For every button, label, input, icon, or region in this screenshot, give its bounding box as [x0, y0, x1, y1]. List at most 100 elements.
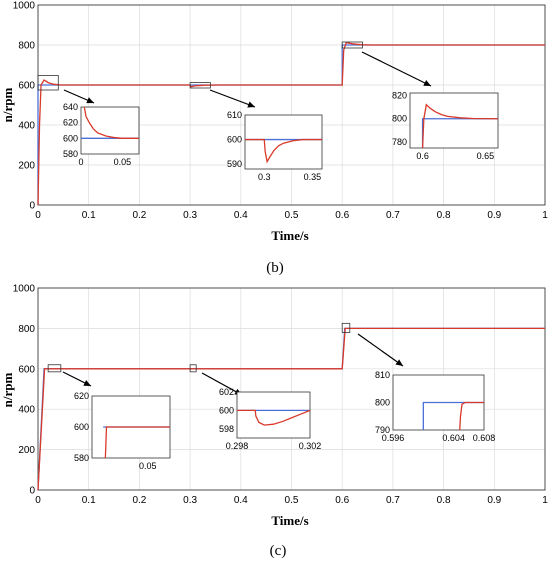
x-tick-label: 0.2	[132, 495, 146, 506]
inset-x-tick-label: 0.298	[226, 441, 249, 451]
inset-zoom-plot: 0.298 0.302 598 600 602	[219, 387, 321, 451]
x-tick-label: 0.9	[487, 495, 501, 506]
zoom-arrowhead	[86, 97, 94, 104]
x-tick-label: 0.7	[386, 495, 400, 506]
x-tick-label: 0.5	[285, 210, 299, 221]
inset-y-tick-label: 590	[227, 159, 242, 169]
inset-x-tick-label: 0.65	[477, 151, 495, 161]
panel-label: (b)	[266, 260, 284, 276]
inset-x-tick-label: 0.35	[304, 172, 322, 182]
y-tick-label: 400	[18, 405, 35, 416]
y-axis-label: n/rpm	[0, 87, 15, 122]
zoom-region-box	[37, 75, 59, 91]
inset-x-tick-label: 0.596	[382, 433, 405, 443]
y-tick-label: 0	[29, 201, 35, 212]
inset-y-tick-label: 780	[392, 137, 407, 147]
inset-y-tick-label: 610	[227, 110, 242, 120]
inset-x-tick-label: 0.604	[442, 433, 465, 443]
y-tick-label: 800	[18, 324, 35, 335]
inset-actual-line	[104, 426, 170, 458]
inset-y-tick-label: 602	[219, 387, 234, 397]
zoom-arrowhead	[395, 359, 403, 366]
inset-x-tick-label: 0.05	[139, 461, 157, 471]
inset-actual-line	[83, 107, 139, 139]
zoom-arrow	[209, 89, 256, 108]
inset-x-tick-label: 0.3	[258, 172, 271, 182]
x-tick-label: 0.4	[234, 210, 248, 221]
inset-y-tick-label: 640	[63, 102, 78, 112]
inset-y-tick-label: 600	[63, 133, 78, 143]
y-tick-label: 0	[29, 486, 35, 497]
y-axis-label: n/rpm	[0, 372, 15, 407]
x-tick-label: 0	[35, 495, 41, 506]
chart-1: 0 0.1 0.2 0.3 0.4 0.5 0.6 0.7 0.8 0.9 1 0 200 400 600 8…	[0, 284, 548, 560]
zoom-arrowhead	[247, 101, 255, 108]
inset-y-tick-label: 580	[63, 149, 78, 159]
inset-x-tick-label: 0	[78, 157, 83, 167]
zoom-arrow	[361, 51, 432, 87]
inset-y-tick-label: 620	[63, 118, 78, 128]
x-tick-label: 0.8	[437, 210, 451, 221]
y-tick-label: 1000	[13, 284, 36, 295]
x-tick-label: 0.1	[82, 210, 96, 221]
inset-x-tick-label: 0.05	[114, 157, 132, 167]
inset-y-tick-label: 600	[219, 405, 234, 415]
inset-y-tick-label: 790	[375, 425, 390, 435]
inset-y-tick-label: 620	[74, 391, 89, 401]
x-axis-label: Time/s	[271, 513, 308, 528]
y-tick-label: 800	[18, 41, 35, 52]
inset-y-tick-label: 600	[227, 135, 242, 145]
zoom-region-box	[47, 364, 62, 373]
x-tick-label: 0.1	[82, 495, 96, 506]
x-tick-label: 0.2	[132, 210, 146, 221]
x-axis-label: Time/s	[271, 228, 308, 243]
chart-0: 0 0.1 0.2 0.3 0.4 0.5 0.6 0.7 0.8 0.9 1 0 200 400 600 8…	[0, 1, 548, 277]
actual-speed-line	[37, 327, 545, 491]
y-tick-label: 400	[18, 121, 35, 132]
x-tick-label: 0.6	[335, 495, 349, 506]
inset-y-tick-label: 800	[392, 114, 407, 124]
x-tick-label: 0.5	[285, 495, 299, 506]
inset-zoom-plot: 0.596 0.604 0.608 790 800 810	[375, 370, 495, 443]
x-tick-label: 0.8	[437, 495, 451, 506]
inset-actual-line	[459, 401, 484, 430]
inset-y-tick-label: 800	[375, 398, 390, 408]
inset-x-tick-label: 0.6	[416, 151, 429, 161]
zoom-arrowhead	[423, 80, 431, 86]
y-tick-label: 1000	[13, 1, 36, 12]
zoom-arrowhead	[83, 380, 91, 386]
y-tick-label: 200	[18, 445, 35, 456]
inset-frame	[409, 92, 499, 149]
x-tick-label: 0	[35, 210, 41, 221]
inset-y-tick-label: 598	[219, 424, 234, 434]
inset-y-tick-label: 600	[74, 422, 89, 432]
y-tick-label: 600	[18, 81, 35, 92]
inset-actual-line	[237, 409, 310, 426]
x-tick-label: 0.3	[183, 495, 197, 506]
zoom-region-box	[341, 322, 351, 333]
inset-frame	[80, 106, 140, 155]
inset-actual-line	[245, 138, 322, 164]
x-tick-label: 1	[542, 495, 548, 506]
inset-x-tick-label: 0.302	[299, 441, 322, 451]
x-tick-label: 1	[542, 210, 548, 221]
zoom-region-box	[189, 364, 197, 373]
plot-frame	[37, 287, 546, 491]
inset-x-tick-label: 0.608	[473, 433, 496, 443]
inset-actual-line	[421, 103, 498, 148]
inset-zoom-plot: 0.6 0.65 780 800 820	[392, 90, 499, 161]
inset-y-tick-label: 810	[375, 370, 390, 380]
x-tick-label: 0.4	[234, 495, 248, 506]
zoom-arrow	[201, 372, 243, 396]
inset-zoom-plot: 0.3 0.35 590 600 610	[227, 110, 323, 182]
x-tick-label: 0.6	[335, 210, 349, 221]
actual-speed-line	[37, 41, 545, 206]
x-tick-label: 0.7	[386, 210, 400, 221]
inset-frame	[244, 114, 323, 170]
y-tick-label: 600	[18, 364, 35, 375]
zoom-arrow	[357, 333, 404, 367]
inset-y-tick-label: 580	[74, 453, 89, 463]
zoom-region-box	[341, 41, 363, 49]
x-tick-label: 0.3	[183, 210, 197, 221]
inset-zoom-plot: 0 0.05 580 600 620 640	[63, 102, 140, 167]
